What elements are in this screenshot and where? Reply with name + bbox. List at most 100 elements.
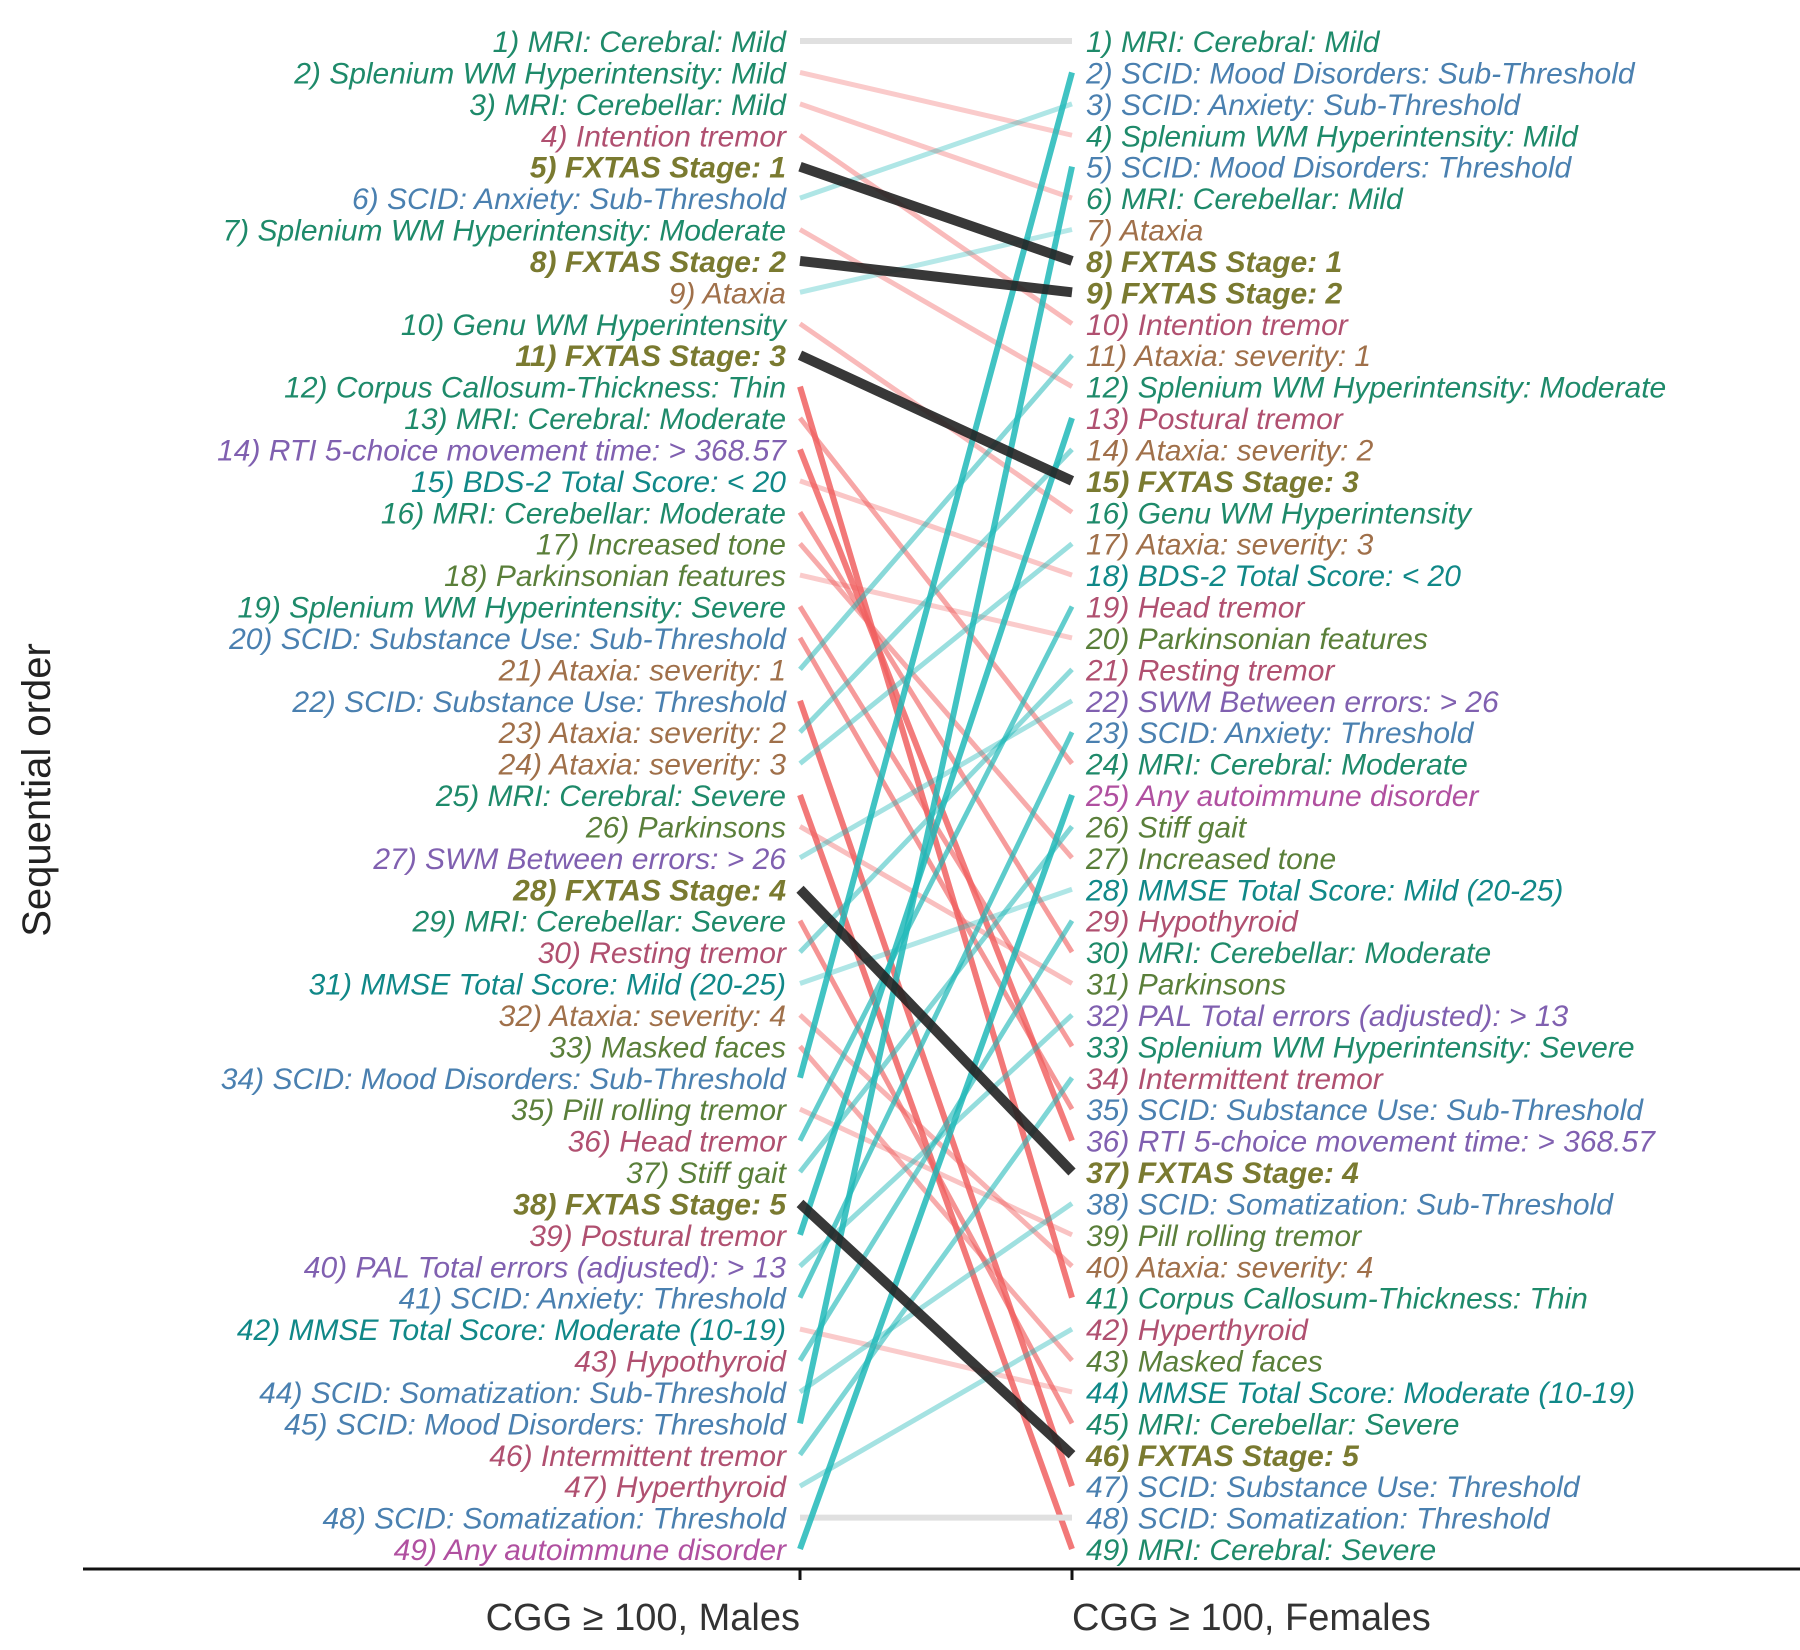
connector-line-38 [796, 1199, 1076, 1459]
males-label-7: 7) Splenium WM Hyperintensity: Moderate [222, 215, 786, 248]
females-label-16: 16) Genu WM Hyperintensity [1086, 497, 1473, 530]
males-label-2: 2) Splenium WM Hyperintensity: Mild [293, 57, 787, 90]
females-label-45: 45) MRI: Cerebellar: Severe [1086, 1408, 1459, 1441]
males-label-11: 11) FXTAS Stage: 3 [515, 340, 786, 373]
connector-line-36 [797, 605, 1075, 1142]
males-label-16: 16) MRI: Cerebellar: Moderate [381, 497, 786, 530]
males-label-14: 14) RTI 5-choice movement time: > 368.57 [217, 434, 787, 467]
males-label-43: 43) Hypothyroid [574, 1346, 787, 1379]
connector-lines [796, 38, 1076, 1551]
females-label-37: 37) FXTAS Stage: 4 [1086, 1157, 1359, 1190]
females-label-49: 49) MRI: Cerebral: Severe [1086, 1534, 1436, 1567]
males-label-33: 33) Masked faces [549, 1031, 786, 1064]
females-label-43: 43) Masked faces [1086, 1346, 1323, 1379]
males-label-47: 47) Hyperthyroid [564, 1471, 787, 1504]
males-label-32: 32) Ataxia: severity: 4 [499, 1000, 786, 1033]
males-label-46: 46) Intermittent tremor [489, 1440, 787, 1473]
connector-line-49 [797, 793, 1075, 1551]
males-label-12: 12) Corpus Callosum-Thickness: Thin [284, 372, 786, 405]
males-label-42: 42) MMSE Total Score: Moderate (10-19) [237, 1314, 786, 1347]
females-label-41: 41) Corpus Callosum-Thickness: Thin [1086, 1283, 1588, 1316]
connector-line-23 [798, 447, 1074, 734]
males-label-36: 36) Head tremor [568, 1126, 787, 1159]
females-label-6: 6) MRI: Cerebellar: Mild [1086, 183, 1404, 216]
females-label-5: 5) SCID: Mood Disorders: Threshold [1086, 152, 1572, 185]
males-label-37: 37) Stiff gait [626, 1157, 788, 1190]
females-label-26: 26) Stiff gait [1085, 811, 1248, 844]
connector-line-2 [799, 69, 1073, 138]
females-label-12: 12) Splenium WM Hyperintensity: Moderate [1086, 372, 1666, 405]
connector-line-17 [798, 542, 1074, 860]
males-label-48: 48) SCID: Somatization: Threshold [322, 1503, 787, 1536]
connector-line-39 [797, 417, 1075, 1236]
connector-line-24 [798, 541, 1074, 766]
females-label-20: 20) Parkinsonian features [1085, 623, 1428, 656]
females-label-31: 31) Parkinsons [1086, 969, 1286, 1002]
males-label-27: 27) SWM Between errors: > 26 [372, 843, 786, 876]
connector-line-3 [799, 101, 1073, 201]
females-label-29: 29) Hypothyroid [1085, 906, 1299, 939]
males-label-45: 45) SCID: Mood Disorders: Threshold [284, 1408, 787, 1441]
connector-line-7 [798, 227, 1074, 389]
males-label-40: 40) PAL Total errors (adjusted): > 13 [304, 1251, 787, 1284]
females-label-38: 38) SCID: Somatization: Sub-Threshold [1086, 1188, 1614, 1221]
females-label-28: 28) MMSE Total Score: Mild (20-25) [1085, 874, 1563, 907]
females-label-11: 11) Ataxia: severity: 1 [1086, 340, 1371, 373]
females-label-13: 13) Postural tremor [1086, 403, 1344, 436]
males-label-20: 20) SCID: Substance Use: Sub-Threshold [228, 623, 787, 656]
connector-line-47 [798, 1326, 1074, 1489]
males-label-23: 23) Ataxia: severity: 2 [498, 717, 787, 750]
females-label-10: 10) Intention tremor [1086, 309, 1349, 342]
females-label-33: 33) Splenium WM Hyperintensity: Severe [1086, 1031, 1635, 1064]
connector-line-37 [798, 824, 1074, 1174]
females-label-25: 25) Any autoimmune disorder [1085, 780, 1479, 813]
males-label-8: 8) FXTAS Stage: 2 [530, 246, 786, 279]
females-label-9: 9) FXTAS Stage: 2 [1086, 277, 1342, 310]
females-label-21: 21) Resting tremor [1085, 654, 1335, 687]
males-label-1: 1) MRI: Cerebral: Mild [493, 26, 788, 59]
connector-line-12 [797, 385, 1075, 1299]
connector-line-8 [799, 255, 1073, 298]
males-label-25: 25) MRI: Cerebral: Severe [435, 780, 786, 813]
females-label-46: 46) FXTAS Stage: 5 [1085, 1440, 1360, 1473]
males-label-21: 21) Ataxia: severity: 1 [498, 654, 786, 687]
males-label-13: 13) MRI: Cerebral: Moderate [404, 403, 786, 436]
females-label-2: 2) SCID: Mood Disorders: Sub-Threshold [1085, 57, 1636, 90]
males-label-5: 5) FXTAS Stage: 1 [530, 152, 786, 185]
females-label-15: 15) FXTAS Stage: 3 [1086, 466, 1359, 499]
females-label-47: 47) SCID: Substance Use: Threshold [1086, 1471, 1581, 1504]
females-label-23: 23) SCID: Anxiety: Threshold [1085, 717, 1475, 750]
females-label-48: 48) SCID: Somatization: Threshold [1086, 1503, 1551, 1536]
females-label-17: 17) Ataxia: severity: 3 [1086, 529, 1374, 562]
females-label-40: 40) Ataxia: severity: 4 [1086, 1251, 1373, 1284]
connector-line-11 [797, 350, 1075, 486]
males-label-17: 17) Increased tone [536, 529, 786, 562]
males-label-15: 15) BDS-2 Total Score: < 20 [411, 466, 786, 499]
females-label-22: 22) SWM Between errors: > 26 [1085, 686, 1499, 719]
y-axis-label: Sequential order [15, 643, 59, 937]
males-label-34: 34) SCID: Mood Disorders: Sub-Threshold [221, 1063, 788, 1096]
x-axis: CGG ≥ 100, Males CGG ≥ 100, Females [83, 1567, 1800, 1639]
x-tick-label-females: CGG ≥ 100, Females [1072, 1597, 1431, 1639]
females-label-18: 18) BDS-2 Total Score: < 20 [1086, 560, 1461, 593]
males-label-49: 49) Any autoimmune disorder [394, 1534, 787, 1567]
connector-line-18 [799, 572, 1073, 641]
females-label-42: 42) Hyperthyroid [1086, 1314, 1309, 1347]
males-label-35: 35) Pill rolling tremor [511, 1094, 787, 1127]
males-label-18: 18) Parkinsonian features [444, 560, 786, 593]
connector-line-31 [799, 886, 1073, 986]
females-label-39: 39) Pill rolling tremor [1086, 1220, 1362, 1253]
males-label-22: 22) SCID: Substance Use: Threshold [291, 686, 787, 719]
connector-line-45 [797, 166, 1075, 1424]
males-label-10: 10) Genu WM Hyperintensity [401, 309, 788, 342]
males-label-30: 30) Resting tremor [538, 937, 787, 970]
males-label-9: 9) Ataxia [669, 277, 786, 310]
males-label-6: 6) SCID: Anxiety: Sub-Threshold [352, 183, 787, 216]
females-label-32: 32) PAL Total errors (adjusted): > 13 [1086, 1000, 1569, 1033]
females-label-27: 27) Increased tone [1085, 843, 1336, 876]
females-label-4: 4) Splenium WM Hyperintensity: Mild [1086, 120, 1579, 153]
connector-line-27 [798, 698, 1074, 860]
